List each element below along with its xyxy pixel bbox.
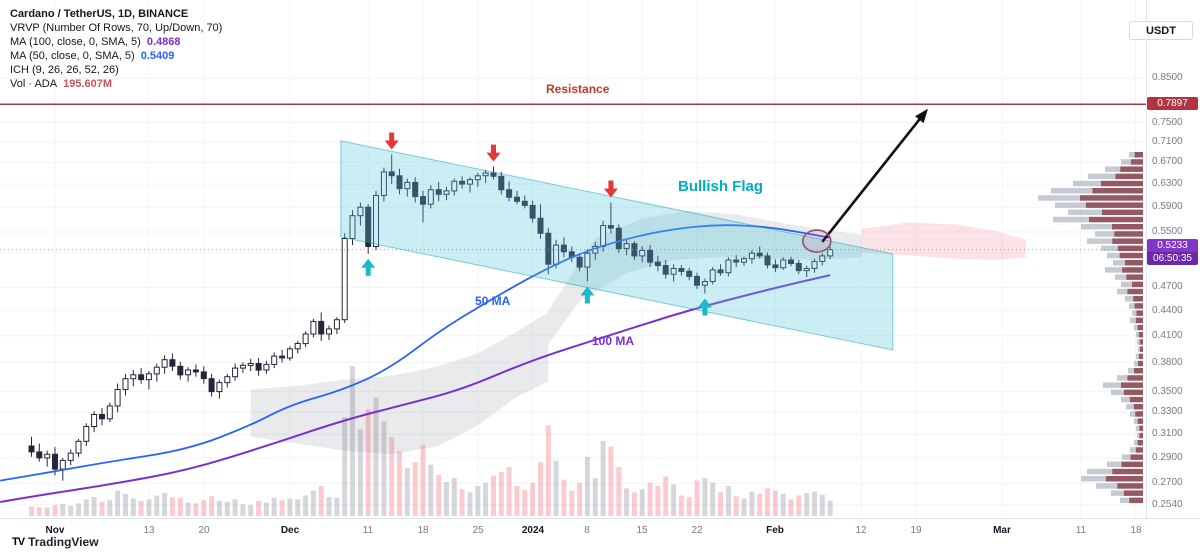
time-tick: 13	[143, 525, 155, 536]
signal-arrows[interactable]	[361, 132, 712, 316]
ma50-params: MA (50, close, 0, SMA, 5)	[10, 50, 135, 62]
down-arrow-marker	[486, 144, 501, 162]
tradingview-wordmark: TradingView	[28, 535, 99, 549]
ma50-value: 0.5409	[140, 50, 175, 62]
ma100-params: MA (100, close, 0, SMA, 5)	[10, 36, 141, 48]
legend-volume-row[interactable]: Vol · ADA 195.607M	[10, 77, 222, 91]
time-tick: Dec	[280, 525, 300, 536]
up-arrow-marker	[697, 298, 712, 316]
price-tick: 0.6700	[1152, 156, 1183, 167]
resistance-price-tag: 0.7897	[1147, 97, 1198, 110]
price-tick: 0.2540	[1152, 499, 1183, 510]
legend-ma100-row[interactable]: MA (100, close, 0, SMA, 5) 0.4868	[10, 35, 222, 49]
time-tick: 19	[910, 525, 922, 536]
indicator-legend: Cardano / TetherUS, 1D, BINANCE VRVP (Nu…	[10, 7, 222, 91]
up-arrow-marker	[580, 286, 595, 304]
tradingview-icon: TV	[12, 536, 25, 548]
price-tick: 0.5500	[1152, 226, 1183, 237]
resistance-price-value: 0.7897	[1157, 98, 1188, 109]
time-tick: 2024	[521, 525, 545, 536]
legend-ich-row[interactable]: ICH (9, 26, 26, 52, 26)	[10, 63, 222, 77]
time-axis[interactable]: Nov 13 20 Dec 11 18 25 2024 8 15 22 Feb 12 19 Mar 11 18	[0, 518, 1200, 554]
bullish-flag-label[interactable]: Bullish Flag	[678, 178, 764, 195]
volume-value: 195.607M	[63, 78, 113, 90]
price-tick: 0.8500	[1152, 72, 1183, 83]
time-tick: 11	[1075, 525, 1087, 536]
last-price-tag: 0.5233 06:50:35	[1147, 239, 1198, 265]
time-tick: 11	[362, 525, 374, 536]
legend-ma50-row[interactable]: MA (50, close, 0, SMA, 5) 0.5409	[10, 49, 222, 63]
time-tick: Feb	[766, 525, 784, 536]
ma50-line-label[interactable]: 50 MA	[475, 294, 511, 308]
price-tick: 0.4400	[1152, 305, 1183, 316]
time-tick: 22	[691, 525, 703, 536]
tradingview-logo[interactable]: TV TradingView	[12, 535, 99, 549]
price-tick: 0.3500	[1152, 386, 1183, 397]
time-tick: 8	[584, 525, 590, 536]
candlestick-series	[28, 154, 834, 481]
volume-profile	[1038, 152, 1144, 504]
bar-countdown: 06:50:35	[1147, 252, 1198, 265]
up-arrow-marker	[361, 258, 376, 276]
time-tick: 20	[198, 525, 210, 536]
time-tick: 12	[855, 525, 867, 536]
legend-symbol-row[interactable]: Cardano / TetherUS, 1D, BINANCE	[10, 7, 222, 21]
price-tick: 0.2700	[1152, 477, 1183, 488]
time-tick: 25	[472, 525, 484, 536]
ma100-value: 0.4868	[146, 36, 181, 48]
bull-flag-drawing[interactable]	[340, 140, 894, 351]
ich-params: ICH (9, 26, 26, 52, 26)	[10, 64, 119, 76]
price-tick: 0.3800	[1152, 357, 1183, 368]
price-tick: 0.3300	[1152, 406, 1183, 417]
down-arrow-marker	[603, 180, 618, 198]
down-arrow-marker	[384, 132, 399, 150]
highlight-circle-drawing[interactable]	[801, 229, 832, 253]
time-tick: Mar	[993, 525, 1011, 536]
price-tick: 0.4700	[1152, 281, 1183, 292]
price-tick: 0.2900	[1152, 452, 1183, 463]
breakout-arrow-drawing[interactable]	[821, 108, 928, 243]
gridlines	[0, 77, 1146, 506]
price-tick: 0.6300	[1152, 178, 1183, 189]
price-axis[interactable]: 0.8500 0.7500 0.7100 0.6700 0.6300 0.5900 0.55…	[1146, 0, 1200, 518]
time-tick: 15	[636, 525, 648, 536]
time-tick: Nov	[45, 525, 65, 536]
volume-label: Vol · ADA	[10, 78, 58, 90]
price-tick: 0.4100	[1152, 330, 1183, 341]
moving-averages[interactable]	[0, 224, 831, 503]
price-tick: 0.3100	[1152, 428, 1183, 439]
price-tick: 0.7100	[1152, 136, 1183, 147]
resistance-label[interactable]: Resistance	[546, 82, 610, 96]
last-price-value: 0.5233	[1147, 239, 1198, 252]
price-tick: 0.5900	[1152, 201, 1183, 212]
ma100-line-label[interactable]: 100 MA	[592, 334, 635, 348]
vrvp-params: VRVP (Number Of Rows, 70, Up/Down, 70)	[10, 22, 223, 34]
symbol-title: Cardano / TetherUS, 1D, BINANCE	[10, 8, 189, 20]
currency-toggle-button[interactable]: USDT	[1129, 21, 1193, 40]
volume-bars	[29, 366, 833, 516]
legend-vrvp-row[interactable]: VRVP (Number Of Rows, 70, Up/Down, 70)	[10, 21, 222, 35]
price-tick: 0.7500	[1152, 117, 1183, 128]
time-tick: 18	[417, 525, 429, 536]
time-tick: 18	[1130, 525, 1142, 536]
